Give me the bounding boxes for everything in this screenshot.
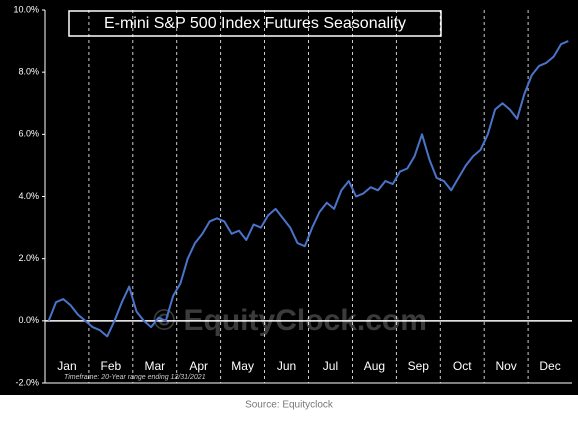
- series-line: [47, 40, 569, 338]
- y-tick-label: 0.0%: [18, 315, 39, 325]
- x-tick-label: Sep: [408, 359, 430, 373]
- y-tick-label: 4.0%: [18, 191, 39, 201]
- x-tick-label: Nov: [495, 359, 516, 373]
- y-tick-label: -2.0%: [15, 377, 39, 387]
- title-box: [68, 10, 442, 37]
- y-tick-label: 2.0%: [18, 253, 39, 263]
- note: Timeframe: 20-Year range ending 12/31/20…: [64, 374, 206, 381]
- x-tick-label: Feb: [101, 359, 122, 373]
- x-tick-label: Oct: [453, 359, 472, 373]
- y-tick-label: 8.0%: [18, 67, 39, 77]
- y-tick-label: 6.0%: [18, 129, 39, 139]
- x-tick-label: Mar: [144, 359, 165, 373]
- x-tick-label: Jul: [323, 359, 338, 373]
- chart-title: E-mini S&P 500 Index Futures Seasonality: [104, 15, 406, 32]
- x-tick-label: Aug: [364, 359, 385, 373]
- x-tick-label: Apr: [189, 359, 208, 373]
- x-tick-label: Jan: [57, 359, 76, 373]
- x-tick-label: Jun: [277, 359, 296, 373]
- y-tick-label: 10.0%: [13, 4, 39, 14]
- x-tick-label: Dec: [539, 359, 560, 373]
- source: Source: Equityclock: [245, 400, 334, 411]
- x-tick-label: May: [231, 359, 254, 373]
